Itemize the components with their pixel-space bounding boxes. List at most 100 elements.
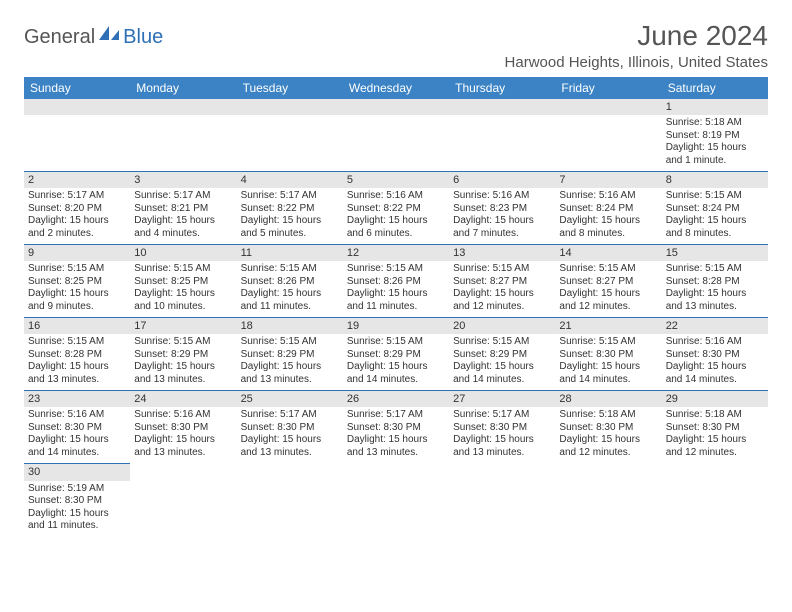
- calendar-day-cell: 20Sunrise: 5:15 AMSunset: 8:29 PMDayligh…: [449, 318, 555, 391]
- day-line: Sunset: 8:24 PM: [559, 203, 657, 216]
- location-text: Harwood Heights, Illinois, United States: [505, 54, 768, 71]
- day-line: and 7 minutes.: [453, 228, 551, 241]
- day-content: Sunrise: 5:15 AMSunset: 8:26 PMDaylight:…: [343, 261, 449, 317]
- day-content: Sunrise: 5:18 AMSunset: 8:19 PMDaylight:…: [662, 115, 768, 171]
- day-line: Sunrise: 5:15 AM: [134, 336, 232, 349]
- day-number-bar: [343, 464, 449, 480]
- day-number-bar: 10: [130, 245, 236, 261]
- day-line: Sunrise: 5:15 AM: [453, 263, 551, 276]
- day-number-bar: 11: [237, 245, 343, 261]
- day-line: and 13 minutes.: [347, 447, 445, 460]
- day-number-bar: 18: [237, 318, 343, 334]
- calendar-day-cell: 17Sunrise: 5:15 AMSunset: 8:29 PMDayligh…: [130, 318, 236, 391]
- logo-text-blue: Blue: [123, 26, 163, 49]
- calendar-week-row: 9 Sunrise: 5:15 AM Sunset: 8:25 PMDaylight…: [24, 245, 768, 318]
- day-line: Sunset: 8:29 PM: [241, 349, 339, 362]
- calendar-day-cell: 29Sunrise: 5:18 AMSunset: 8:30 PMDayligh…: [662, 391, 768, 464]
- day-content: Sunrise: 5:17 AMSunset: 8:22 PMDaylight:…: [237, 188, 343, 244]
- day-content: Sunrise: 5:15 AMSunset: 8:30 PMDaylight:…: [555, 334, 661, 390]
- day-line: and 14 minutes.: [28, 447, 126, 460]
- day-number-bar: [555, 99, 661, 115]
- day-line: Sunset: 8:28 PM: [666, 276, 764, 289]
- calendar-day-cell: 16Sunrise: 5:15 AMSunset: 8:28 PMDayligh…: [24, 318, 130, 391]
- day-line: and 14 minutes.: [559, 374, 657, 387]
- day-number-bar: [237, 464, 343, 480]
- day-content: Sunrise: 5:15 AMSunset: 8:28 PMDaylight:…: [24, 334, 130, 390]
- day-line: Sunset: 8:30 PM: [453, 422, 551, 435]
- day-line: and 9 minutes.: [28, 301, 126, 314]
- day-line: Sunset: 8:20 PM: [28, 203, 126, 216]
- month-title: June 2024: [505, 20, 768, 52]
- calendar-day-cell: 9Sunrise: 5:15 AMSunset: 8:25 PMDaylight…: [24, 245, 130, 318]
- calendar-week-row: 2Sunrise: 5:17 AMSunset: 8:20 PMDaylight…: [24, 172, 768, 245]
- day-content: Sunrise: 5:17 AMSunset: 8:21 PMDaylight:…: [130, 188, 236, 244]
- day-number-bar: 3: [130, 172, 236, 188]
- weekday-header: Sunday: [24, 77, 130, 99]
- day-line: Daylight: 15 hours: [28, 434, 126, 447]
- day-content: Sunrise: 5:17 AMSunset: 8:20 PMDaylight:…: [24, 188, 130, 244]
- day-line: Sunset: 8:29 PM: [134, 349, 232, 362]
- day-line: and 8 minutes.: [666, 228, 764, 241]
- day-line: Sunrise: 5:15 AM: [666, 190, 764, 203]
- day-line: Daylight: 15 hours: [347, 434, 445, 447]
- weekday-header: Thursday: [449, 77, 555, 99]
- day-content: Sunrise: 5:16 AMSunset: 8:30 PMDaylight:…: [24, 407, 130, 463]
- day-line: Daylight: 15 hours: [453, 215, 551, 228]
- day-line: Sunrise: 5:18 AM: [666, 409, 764, 422]
- day-line: Sunset: 8:27 PM: [453, 276, 551, 289]
- day-number-bar: [24, 99, 130, 115]
- day-line: Sunset: 8:30 PM: [241, 422, 339, 435]
- day-number-bar: 9: [24, 245, 130, 261]
- day-number-bar: 25: [237, 391, 343, 407]
- weekday-header: Monday: [130, 77, 236, 99]
- day-line: Sunset: 8:25 PM: [134, 276, 232, 289]
- calendar-day-cell: 6Sunrise: 5:16 AMSunset: 8:23 PMDaylight…: [449, 172, 555, 245]
- day-line: Sunrise: 5:17 AM: [28, 190, 126, 203]
- calendar-day-cell: 8Sunrise: 5:15 AMSunset: 8:24 PMDaylight…: [662, 172, 768, 245]
- day-line: Sunrise: 5:16 AM: [28, 409, 126, 422]
- day-line: and 5 minutes.: [241, 228, 339, 241]
- day-line: and 13 minutes.: [666, 301, 764, 314]
- day-number-bar: 5: [343, 172, 449, 188]
- day-number-bar: 19: [343, 318, 449, 334]
- calendar-day-cell: 11Sunrise: 5:15 AMSunset: 8:26 PMDayligh…: [237, 245, 343, 318]
- day-content: Sunrise: 5:16 AMSunset: 8:23 PMDaylight:…: [449, 188, 555, 244]
- day-line: Daylight: 15 hours: [241, 434, 339, 447]
- day-content: Sunrise: 5:15 AMSunset: 8:27 PMDaylight:…: [449, 261, 555, 317]
- day-line: Daylight: 15 hours: [666, 142, 764, 155]
- day-content: Sunrise: 5:16 AMSunset: 8:30 PMDaylight:…: [662, 334, 768, 390]
- day-content: Sunrise: 5:19 AMSunset: 8:30 PMDaylight:…: [24, 481, 130, 537]
- day-line: Sunrise: 5:16 AM: [134, 409, 232, 422]
- calendar-day-cell: 27Sunrise: 5:17 AMSunset: 8:30 PMDayligh…: [449, 391, 555, 464]
- day-line: and 11 minutes.: [241, 301, 339, 314]
- day-line: and 12 minutes.: [559, 447, 657, 460]
- calendar-day-cell: 4Sunrise: 5:17 AMSunset: 8:22 PMDaylight…: [237, 172, 343, 245]
- day-line: and 11 minutes.: [347, 301, 445, 314]
- day-line: Sunrise: 5:17 AM: [241, 409, 339, 422]
- day-line: Sunrise: 5:15 AM: [666, 263, 764, 276]
- day-number-bar: 16: [24, 318, 130, 334]
- calendar-day-cell: [237, 99, 343, 172]
- day-line: Daylight: 15 hours: [559, 361, 657, 374]
- day-number-bar: 1: [662, 99, 768, 115]
- day-number-bar: 2: [24, 172, 130, 188]
- weekday-header: Wednesday: [343, 77, 449, 99]
- day-content: Sunrise: 5:15 AMSunset: 8:28 PMDaylight:…: [662, 261, 768, 317]
- day-line: Sunrise: 5:17 AM: [134, 190, 232, 203]
- calendar-day-cell: 3Sunrise: 5:17 AMSunset: 8:21 PMDaylight…: [130, 172, 236, 245]
- day-line: Sunrise: 5:17 AM: [453, 409, 551, 422]
- day-number-bar: [130, 464, 236, 480]
- day-line: and 13 minutes.: [241, 447, 339, 460]
- day-line: Sunrise: 5:15 AM: [241, 263, 339, 276]
- day-line: Daylight: 15 hours: [134, 361, 232, 374]
- day-line: Sunset: 8:26 PM: [347, 276, 445, 289]
- day-content: Sunrise: 5:16 AMSunset: 8:22 PMDaylight:…: [343, 188, 449, 244]
- day-line: and 14 minutes.: [666, 374, 764, 387]
- day-line: and 11 minutes.: [28, 520, 126, 533]
- day-number-bar: 28: [555, 391, 661, 407]
- calendar-day-cell: 22Sunrise: 5:16 AMSunset: 8:30 PMDayligh…: [662, 318, 768, 391]
- day-line: Daylight: 15 hours: [134, 288, 232, 301]
- day-content: Sunrise: 5:15 AMSunset: 8:29 PMDaylight:…: [343, 334, 449, 390]
- calendar-day-cell: [237, 464, 343, 537]
- calendar-day-cell: [343, 464, 449, 537]
